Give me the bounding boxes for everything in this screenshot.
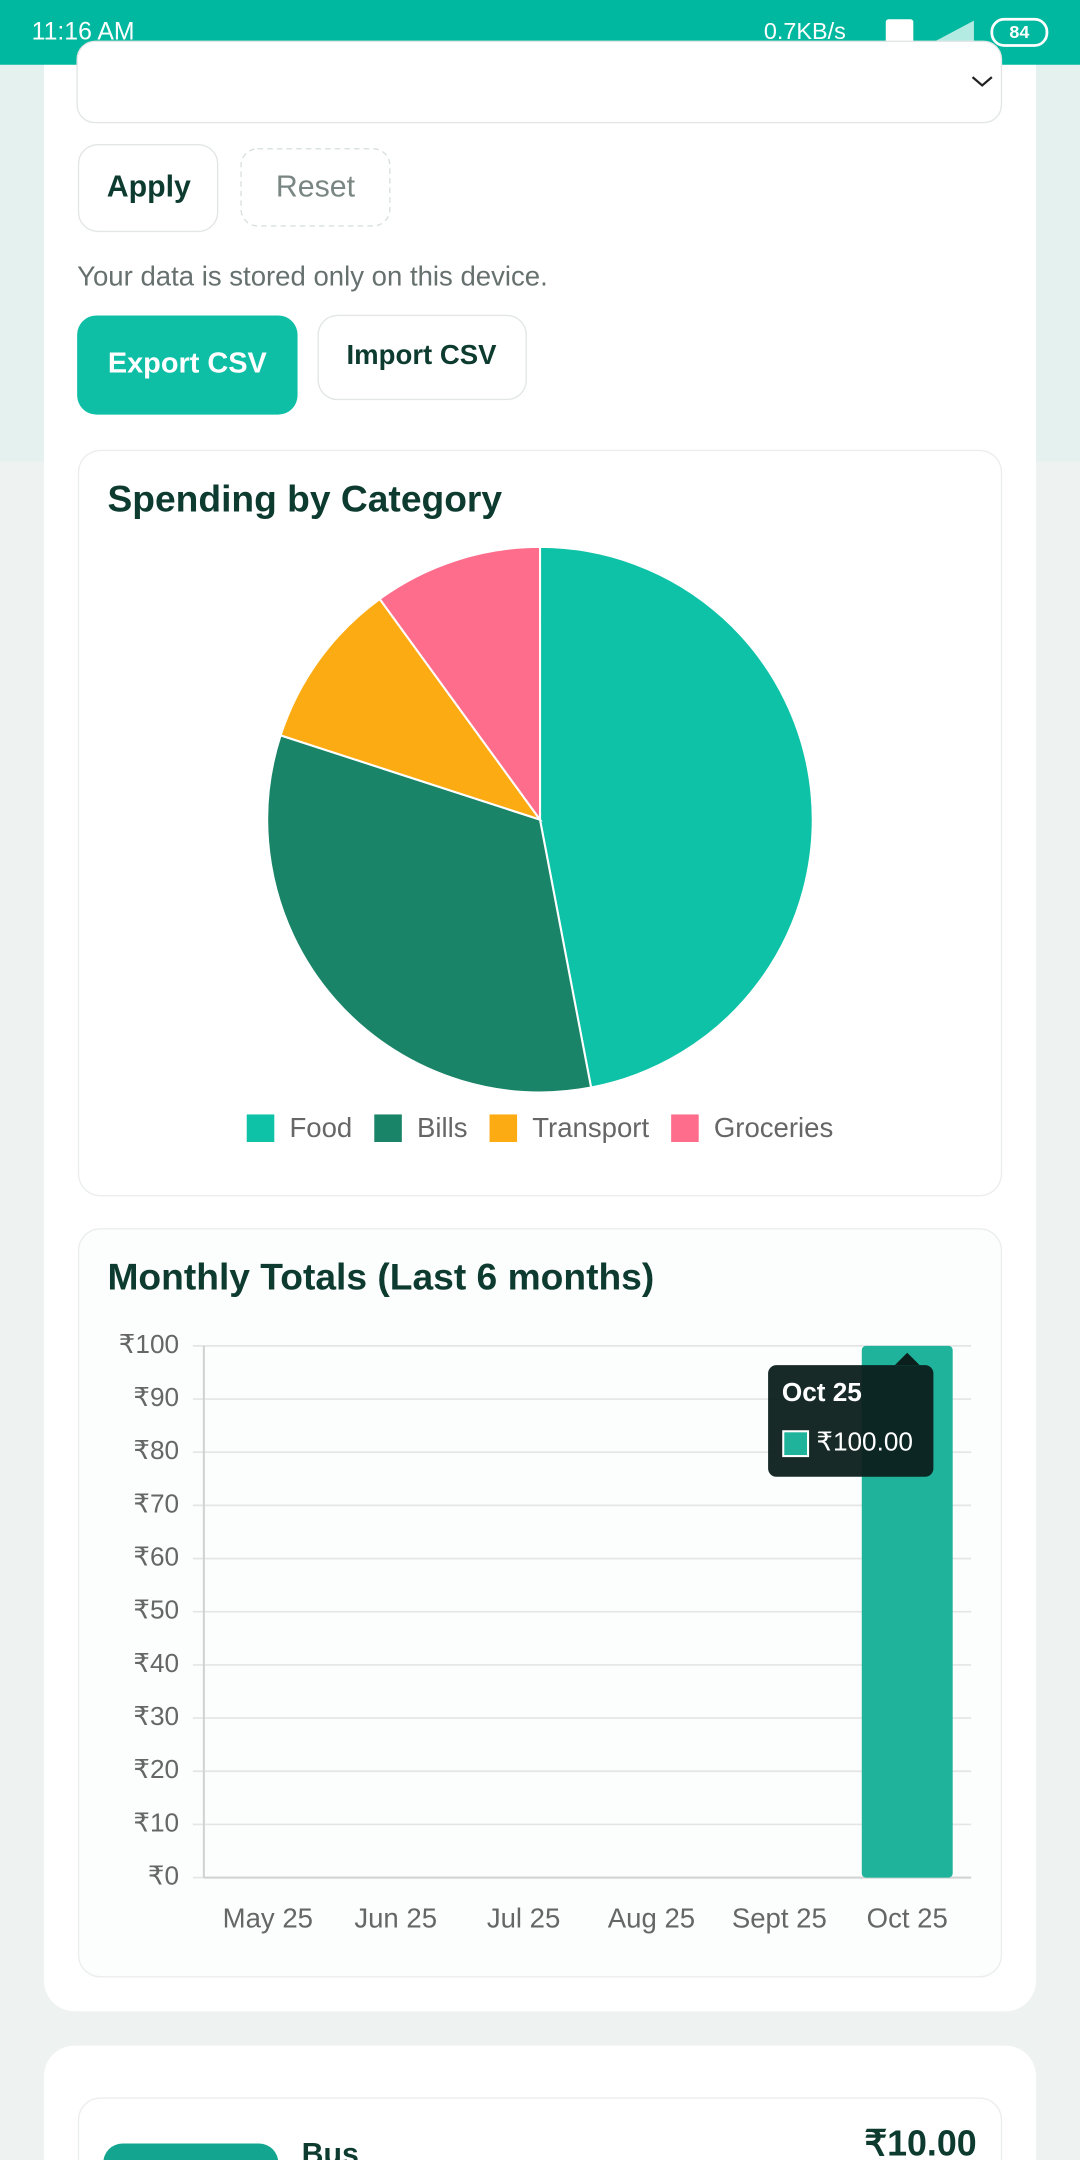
legend-swatch xyxy=(246,1114,275,1142)
legend-label: Bills xyxy=(417,1112,468,1143)
bar xyxy=(861,1345,953,1878)
y-tick-label: ₹10 xyxy=(133,1807,179,1837)
y-tick-label: ₹100 xyxy=(119,1329,179,1359)
transaction-amount: ₹10.00 xyxy=(864,2124,976,2160)
export-button[interactable]: Export CSV xyxy=(77,315,298,415)
legend-label: Groceries xyxy=(714,1112,833,1143)
legend-swatch xyxy=(374,1114,402,1142)
export-button-bg xyxy=(77,315,298,415)
x-tick-label: Aug 25 xyxy=(608,1903,695,1934)
battery-level: 84 xyxy=(1009,22,1029,42)
pie-slice xyxy=(266,734,593,1094)
transaction-icon xyxy=(103,2143,279,2160)
apply-label: Apply xyxy=(107,171,191,204)
signal-icon xyxy=(927,20,974,46)
pie-slice xyxy=(378,545,542,823)
x-tick-label: Oct 25 xyxy=(867,1903,948,1934)
legend-swatch xyxy=(489,1114,518,1142)
reset-label: Reset xyxy=(276,171,356,204)
y-tick-label: ₹0 xyxy=(148,1861,179,1891)
pie-slice xyxy=(538,545,814,1089)
tooltip-title: Oct 25 xyxy=(782,1377,862,1407)
pie-chart: Food Bills Transport Groceries xyxy=(246,545,833,1143)
storage-note: Your data is stored only on this device. xyxy=(77,261,548,292)
tooltip-swatch xyxy=(782,1430,810,1458)
reset-button-bg xyxy=(240,148,391,227)
legend-label: Food xyxy=(289,1112,352,1143)
dropdown-chevron xyxy=(971,76,993,87)
x-tick-label: May 25 xyxy=(223,1903,313,1934)
y-tick-label: ₹80 xyxy=(133,1435,179,1465)
y-tick-label: ₹30 xyxy=(133,1701,179,1731)
transaction-item[interactable] xyxy=(77,2097,1003,2160)
pie-slice xyxy=(279,597,543,822)
reset-button[interactable]: Reset xyxy=(240,148,391,227)
transaction-title: Bus xyxy=(302,2138,359,2160)
y-tick-label: ₹90 xyxy=(133,1382,179,1412)
y-tick-label: ₹20 xyxy=(133,1754,179,1784)
battery-icon xyxy=(990,17,1049,47)
x-tick-label: Jun 25 xyxy=(354,1903,437,1934)
legend-label: Transport xyxy=(532,1112,649,1143)
category-dropdown[interactable] xyxy=(76,40,1003,124)
bar-title: Monthly Totals (Last 6 months) xyxy=(107,1256,654,1298)
apply-button-bg xyxy=(77,143,219,233)
y-tick-label: ₹60 xyxy=(133,1541,179,1571)
import-label: Import CSV xyxy=(347,339,498,370)
legend-swatch xyxy=(671,1114,699,1142)
x-tick-label: Jul 25 xyxy=(487,1903,561,1934)
network-speed: 0.7KB/s xyxy=(764,18,846,44)
y-tick-label: ₹40 xyxy=(133,1648,179,1678)
pie-title: Spending by Category xyxy=(107,477,502,519)
apply-button[interactable]: Apply xyxy=(77,143,219,233)
import-button-bg xyxy=(317,314,527,401)
tooltip-value: ₹100.00 xyxy=(816,1427,913,1457)
bar-chart: ₹0 ₹10 ₹20 ₹30 ₹40 ₹50 ₹60 ₹70 ₹80 ₹90 ₹100 May 25 J… xyxy=(119,1329,972,1934)
tooltip-arrow xyxy=(894,1352,920,1366)
export-label: Export CSV xyxy=(108,348,268,380)
x-tick-label: Sept 25 xyxy=(732,1903,827,1934)
volte-icon xyxy=(885,19,914,46)
y-tick-label: ₹70 xyxy=(133,1488,179,1518)
tooltip xyxy=(768,1365,934,1477)
y-tick-label: ₹50 xyxy=(133,1595,179,1625)
import-button[interactable]: Import CSV xyxy=(317,314,527,401)
